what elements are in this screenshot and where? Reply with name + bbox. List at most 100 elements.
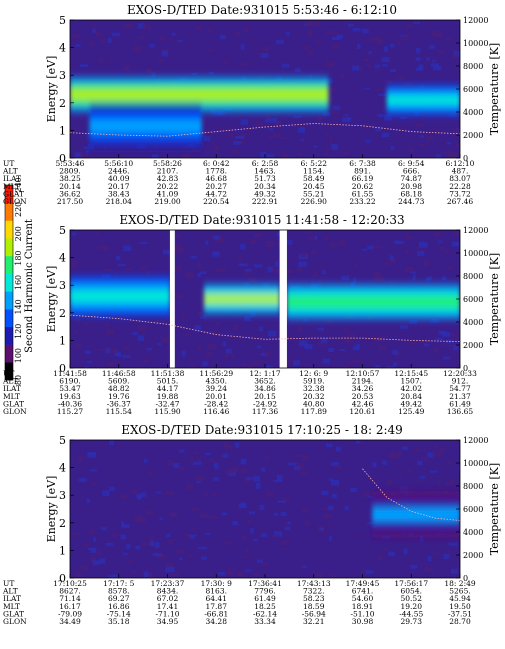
- noise-cell: [176, 294, 184, 299]
- noise-cell: [248, 277, 257, 283]
- noise-cell: [135, 545, 141, 550]
- noise-cell: [264, 118, 270, 123]
- noise-cell: [107, 38, 112, 44]
- noise-cell: [151, 154, 159, 158]
- noise-cell: [137, 495, 141, 500]
- noise-cell: [329, 137, 333, 144]
- noise-cell: [169, 511, 178, 518]
- noise-cell: [443, 553, 450, 559]
- noise-cell: [235, 135, 244, 139]
- noise-cell: [362, 28, 369, 34]
- noise-cell: [325, 443, 333, 448]
- noise-cell: [229, 466, 239, 473]
- noise-cell: [204, 532, 212, 535]
- noise-cell: [363, 492, 371, 498]
- spectral-band-core: [89, 119, 202, 134]
- spectral-band-core: [204, 294, 280, 304]
- noise-cell: [450, 568, 459, 574]
- noise-cell: [220, 35, 226, 40]
- noise-cell: [96, 550, 103, 556]
- noise-cell: [307, 31, 313, 38]
- noise-cell: [434, 129, 440, 132]
- noise-cell: [336, 446, 341, 452]
- table-cell: 117.36: [252, 407, 278, 416]
- table-cell: 117.89: [301, 407, 327, 416]
- noise-cell: [147, 347, 152, 351]
- noise-cell: [397, 451, 403, 457]
- noise-cell: [199, 512, 207, 517]
- noise-cell: [417, 460, 423, 466]
- noise-cell: [117, 352, 122, 357]
- table-cell: 61.55: [352, 189, 374, 198]
- noise-cell: [321, 270, 327, 275]
- spectral-band-core: [386, 95, 460, 105]
- noise-cell: [181, 350, 186, 357]
- noise-cell: [330, 31, 339, 35]
- table-cell: 67.02: [157, 594, 179, 603]
- noise-cell: [222, 453, 228, 458]
- noise-cell: [104, 268, 112, 271]
- noise-cell: [109, 440, 115, 446]
- table-cell: 4350.: [206, 377, 227, 386]
- panel-1-bands: [70, 77, 460, 149]
- noise-cell: [328, 478, 334, 481]
- noise-cell: [268, 127, 274, 131]
- noise-cell: [367, 245, 374, 250]
- noise-cell: [149, 540, 155, 547]
- noise-cell: [402, 446, 409, 451]
- noise-cell: [155, 320, 165, 324]
- table-cell: 34.86: [254, 384, 276, 393]
- noise-cell: [217, 110, 225, 116]
- colorbar-tick-label: 240: [14, 177, 23, 192]
- noise-cell: [324, 236, 330, 241]
- table-cell: 8163.: [206, 587, 227, 596]
- noise-cell: [293, 115, 302, 118]
- noise-cell: [267, 266, 274, 273]
- table-cell: 20.34: [254, 182, 276, 191]
- noise-cell: [107, 361, 115, 367]
- noise-cell: [241, 555, 251, 559]
- table-row-label: GLAT: [3, 399, 24, 408]
- table-cell: 6054.: [401, 587, 422, 596]
- table-cell: 11:56:29: [199, 369, 233, 378]
- noise-cell: [341, 275, 349, 280]
- table-cell: 71.14: [59, 594, 81, 603]
- noise-cell: [203, 493, 209, 497]
- panel-3-noise: [71, 440, 460, 578]
- noise-cell: [144, 571, 149, 578]
- noise-cell: [390, 255, 394, 261]
- table-cell: -44.55: [399, 609, 423, 618]
- noise-cell: [106, 329, 115, 336]
- noise-cell: [112, 32, 121, 37]
- noise-cell: [287, 521, 291, 525]
- energy-tick-label: 1: [59, 124, 66, 137]
- table-cell: 45.94: [449, 594, 471, 603]
- noise-cell: [374, 276, 384, 282]
- panel-2-gaps: [169, 230, 287, 368]
- table-cell: 42.83: [157, 174, 179, 183]
- noise-cell: [325, 133, 330, 137]
- noise-cell: [331, 461, 339, 467]
- noise-cell: [225, 570, 234, 576]
- temperature-tick-label: 8000: [463, 272, 483, 281]
- table-cell: 17:30: 9: [201, 579, 233, 588]
- noise-cell: [455, 567, 460, 571]
- noise-cell: [349, 361, 354, 365]
- table-cell: 53.47: [59, 384, 81, 393]
- noise-cell: [394, 74, 399, 77]
- noise-cell: [198, 546, 207, 550]
- noise-cell: [241, 62, 250, 66]
- noise-cell: [189, 365, 195, 368]
- table-cell: 32.21: [303, 617, 324, 626]
- noise-cell: [132, 571, 136, 575]
- colorbar-tick-label: 200: [14, 226, 23, 241]
- noise-cell: [459, 125, 460, 129]
- noise-cell: [176, 549, 185, 554]
- noise-cell: [293, 462, 299, 467]
- noise-cell: [452, 54, 458, 60]
- noise-cell: [244, 316, 251, 321]
- noise-cell: [148, 535, 154, 542]
- noise-cell: [178, 557, 183, 561]
- noise-cell: [262, 46, 270, 52]
- noise-cell: [224, 445, 234, 449]
